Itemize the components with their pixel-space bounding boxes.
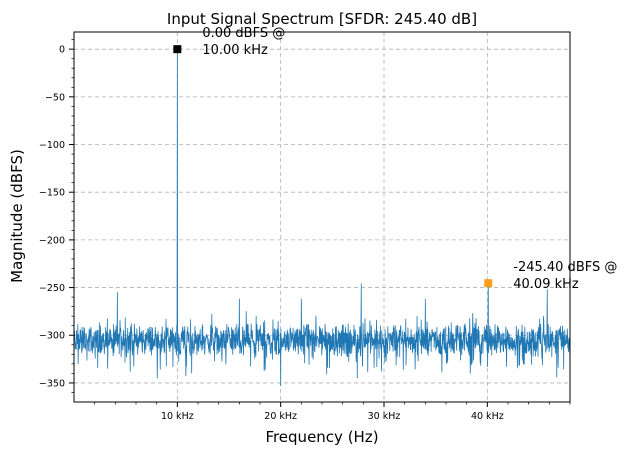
- y-tick-label: −200: [39, 235, 65, 246]
- y-tick-label: −150: [39, 188, 65, 199]
- marker-label-value: -245.40 dBFS @: [513, 260, 617, 275]
- x-axis-label: Frequency (Hz): [265, 428, 378, 446]
- y-tick-label: −250: [39, 283, 65, 294]
- y-axis-ticks: 0 −50 −100 −150 −200 −250 −300 −350: [39, 45, 74, 389]
- y-axis-label: Magnitude (dBFS): [8, 149, 26, 283]
- spectrum-line: [73, 48, 571, 387]
- x-tick-label: 20 kHz: [264, 411, 297, 422]
- y-tick-label: −100: [39, 140, 65, 151]
- plot-series: [73, 48, 571, 387]
- marker-label-value: 0.00 dBFS @: [202, 26, 285, 41]
- y-tick-label: −50: [45, 92, 65, 103]
- x-tick-label: 40 kHz: [471, 411, 504, 422]
- peak-markers: 0.00 dBFS @ 10.00 kHz -245.40 dBFS @ 40.09 …: [173, 26, 617, 292]
- marker-label-frequency: 10.00 kHz: [202, 43, 268, 58]
- x-tick-label: 10 kHz: [161, 411, 194, 422]
- y-tick-label: −300: [39, 331, 65, 342]
- x-tick-label: 30 kHz: [368, 411, 401, 422]
- peak-marker: [173, 45, 182, 54]
- peak-marker: [484, 279, 493, 288]
- y-tick-label: 0: [59, 45, 65, 56]
- x-axis-ticks: 10 kHz 20 kHz 30 kHz 40 kHz: [161, 402, 504, 422]
- marker-label-frequency: 40.09 kHz: [513, 277, 579, 292]
- y-tick-label: −350: [39, 378, 65, 389]
- axes-frame: [73, 31, 571, 403]
- chart-title: Input Signal Spectrum [SFDR: 245.40 dB]: [167, 10, 477, 28]
